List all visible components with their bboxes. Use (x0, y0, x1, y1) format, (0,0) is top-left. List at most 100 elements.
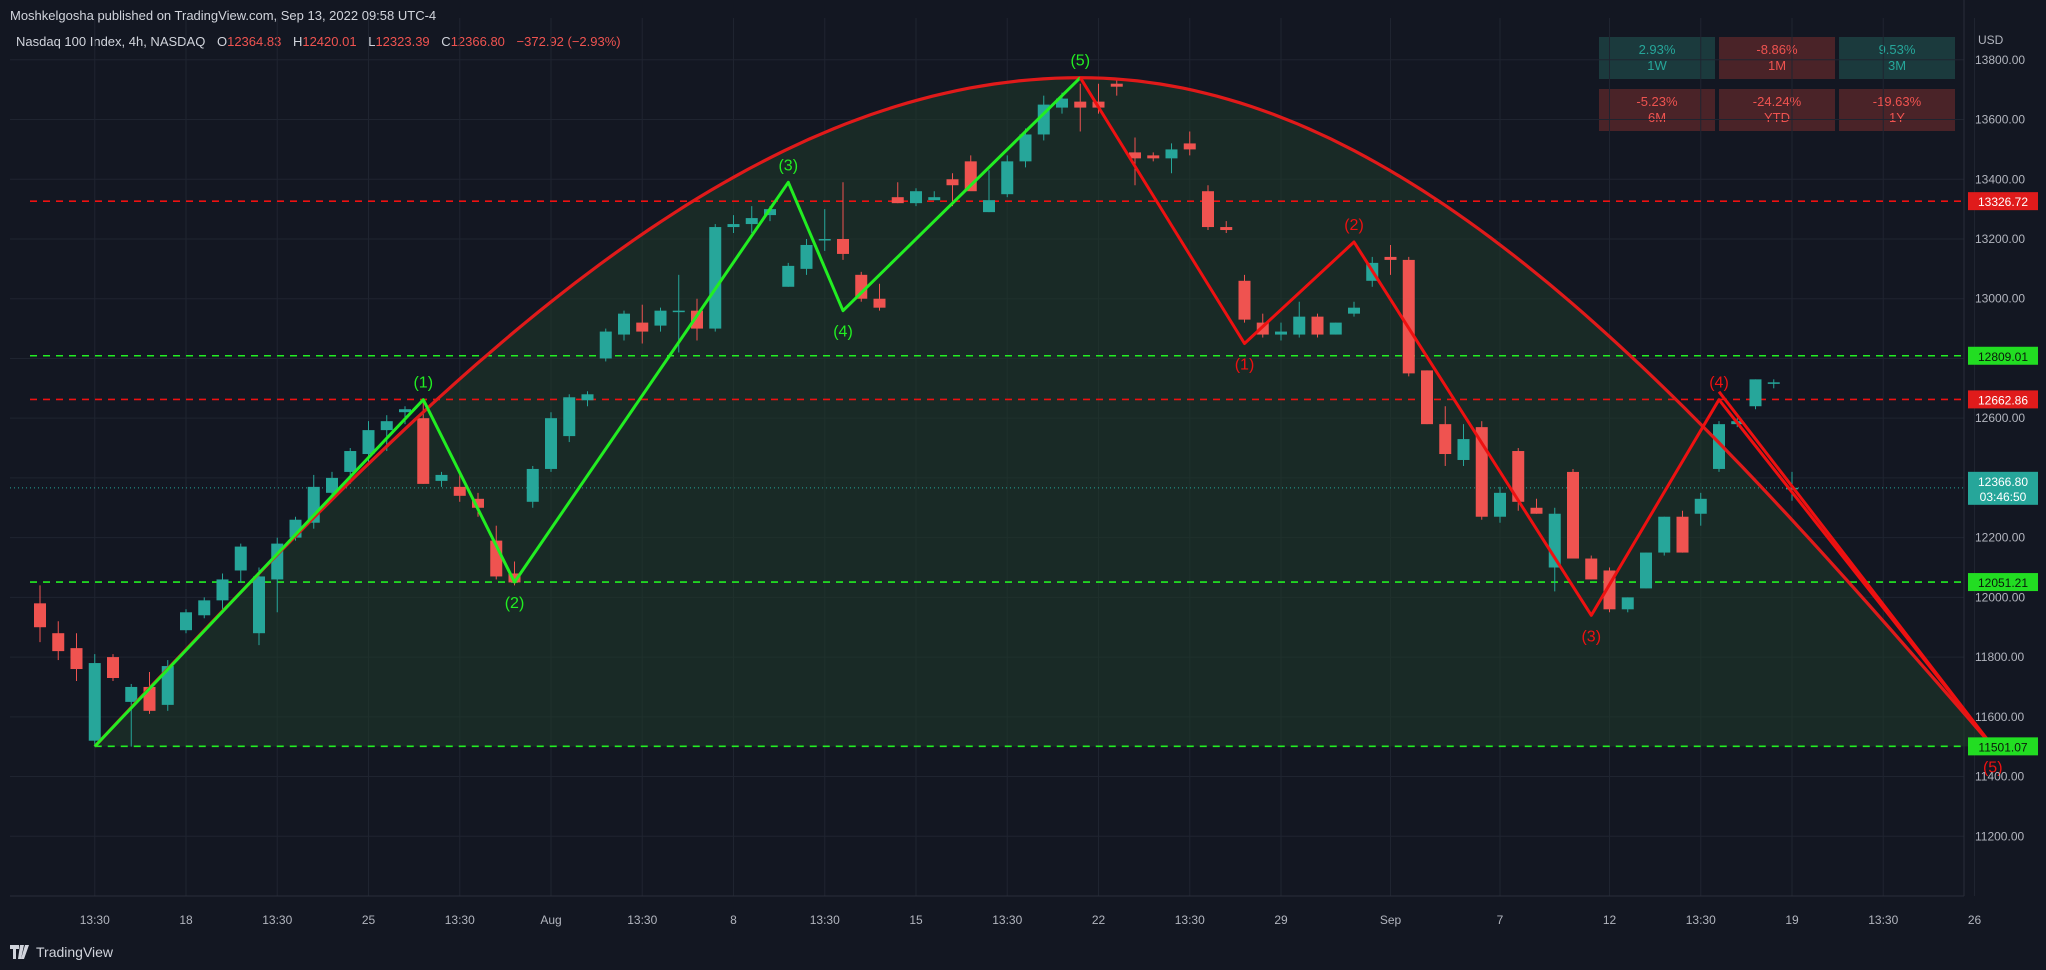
time-tick-label: 8 (730, 913, 737, 927)
time-tick-label: 13:30 (1175, 913, 1205, 927)
candle (545, 412, 557, 472)
price-tick-label: 13600.00 (1975, 113, 2025, 127)
price-tick-label: 13800.00 (1975, 53, 2025, 67)
open-value: 12364.83 (227, 34, 282, 49)
bear-wave-parallel (1717, 390, 1994, 748)
candle (800, 238, 813, 275)
perf-value: -24.24% (1752, 94, 1802, 109)
tradingview-footer: TradingView (10, 944, 113, 960)
candle-body (581, 394, 594, 401)
candle (1457, 424, 1470, 466)
candle-body (1329, 322, 1342, 335)
candle-body (344, 451, 357, 472)
candle (1694, 492, 1707, 526)
candle-body (1640, 552, 1652, 589)
candle-body (362, 430, 375, 455)
candle (107, 654, 119, 681)
candle (253, 567, 265, 646)
candle (1621, 597, 1634, 613)
candle (1110, 77, 1123, 96)
candle (1658, 516, 1671, 556)
candle-body (1275, 331, 1287, 335)
candle-body (88, 663, 101, 741)
time-tick-label: 18 (179, 913, 193, 927)
candle-body (1767, 382, 1780, 384)
candle (1749, 379, 1762, 410)
candle-body (1676, 516, 1689, 553)
candle-body (636, 322, 649, 332)
close-label: C (441, 34, 451, 49)
candle (636, 304, 649, 344)
candle (709, 224, 722, 332)
candle-body (417, 418, 430, 484)
candle-body (234, 546, 247, 571)
candle (1329, 322, 1342, 335)
candle-body (216, 579, 229, 601)
candle (837, 182, 849, 260)
candle (691, 298, 703, 341)
level-price-tag (1968, 192, 2038, 211)
price-tick-label: 11800.00 (1975, 650, 2024, 664)
candle-body (800, 244, 813, 269)
candle-body (1220, 227, 1233, 231)
price-chart[interactable]: (1) (2) (3) (4) (5) (1) (2) (3) (4) (5) USD 11200.0… (0, 0, 2046, 930)
candle-body (1421, 370, 1433, 425)
price-tick-label: 11600.00 (1975, 710, 2024, 724)
time-tick-label: 13:30 (1868, 913, 1898, 927)
price-tick-label: 13400.00 (1975, 172, 2025, 186)
time-tick-label: 29 (1274, 913, 1288, 927)
time-tick-label: 12 (1603, 913, 1617, 927)
candle-body (180, 612, 192, 631)
symbol-legend: Nasdaq 100 Index, 4h, NASDAQ O12364.83 H… (16, 34, 621, 49)
candle (654, 307, 667, 332)
candle-body (983, 200, 995, 213)
candle-body (563, 397, 576, 437)
candle-body (508, 573, 521, 583)
symbol-title[interactable]: Nasdaq 100 Index, 4h, NASDAQ (16, 34, 206, 49)
candle-body (1293, 316, 1306, 335)
candle-body (1110, 83, 1123, 87)
candle-body (764, 209, 776, 216)
candle-body (198, 600, 211, 616)
candle-body (818, 238, 831, 241)
candle (453, 471, 466, 502)
level-price-tag (1968, 737, 2038, 756)
candle (1676, 510, 1689, 553)
candle (1238, 274, 1251, 323)
last-price-tag (1968, 471, 2038, 505)
candle (1421, 370, 1433, 425)
candle (125, 683, 138, 747)
candle-body (1457, 439, 1470, 460)
candle-body (1402, 259, 1415, 374)
candle-body (891, 197, 904, 204)
candles (34, 77, 1798, 747)
candle-body (1530, 507, 1543, 514)
perf-period: 6M (1647, 110, 1667, 125)
high-value: 12420.01 (302, 34, 357, 49)
candle (983, 170, 995, 213)
candle (1129, 137, 1141, 186)
candle-body (253, 576, 265, 634)
candle-body (855, 274, 868, 299)
candle (1220, 221, 1233, 234)
candle-body (1694, 498, 1707, 514)
candle-body (1585, 558, 1598, 580)
candle (581, 391, 594, 407)
candle (1293, 301, 1306, 338)
price-tick-label: 12000.00 (1975, 590, 2025, 604)
candle (946, 173, 959, 207)
perf-period: 3M (1887, 58, 1907, 73)
candle (873, 283, 886, 311)
price-tick-label: 12600.00 (1975, 411, 2025, 425)
perf-period: 1Y (1889, 110, 1905, 125)
level-price-tag-label: 11501.07 (1978, 740, 2027, 754)
candle (891, 182, 904, 204)
price-tick-label: 13200.00 (1975, 232, 2025, 246)
candle-body (1074, 101, 1087, 108)
candle-body (745, 218, 758, 225)
level-price-tag-label: 12662.86 (1978, 393, 2028, 407)
candle-body (1494, 492, 1506, 517)
candle-body (1713, 424, 1725, 469)
candle-body (1384, 256, 1397, 260)
time-tick-label: 19 (1785, 913, 1799, 927)
